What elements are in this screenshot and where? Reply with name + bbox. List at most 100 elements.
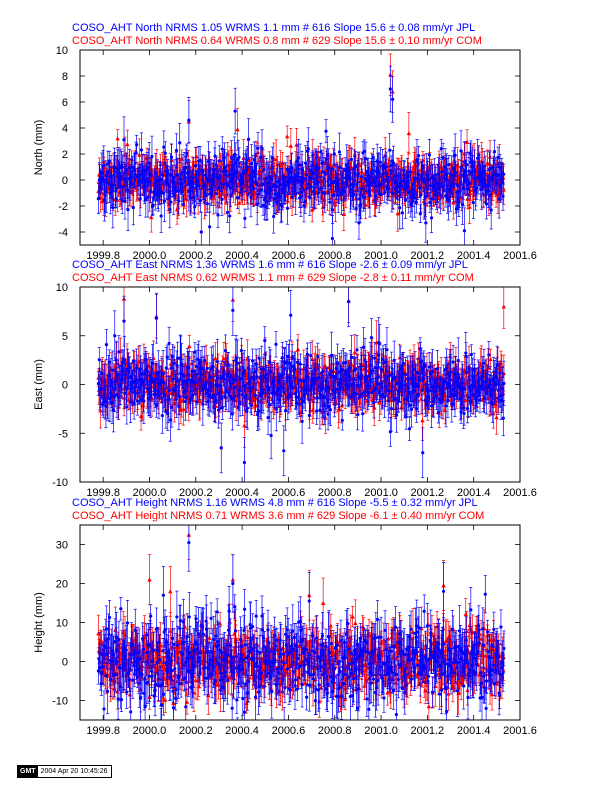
data-point [323, 171, 327, 175]
data-point [139, 148, 144, 152]
data-point [249, 195, 253, 200]
data-point [292, 176, 296, 180]
data-point [138, 179, 143, 183]
data-point [144, 179, 149, 183]
data-point [413, 196, 417, 200]
data-point [296, 156, 300, 160]
data-point [137, 152, 142, 157]
data-point [429, 216, 434, 220]
data-point [232, 152, 236, 157]
data-point [479, 187, 483, 192]
data-point [402, 173, 407, 177]
data-point [246, 137, 251, 141]
data-point [330, 208, 335, 212]
data-point [219, 189, 223, 193]
data-point [443, 165, 447, 169]
data-point [288, 143, 294, 148]
data-point [159, 214, 163, 218]
data-point [248, 173, 252, 178]
data-point [418, 212, 422, 216]
data-point [283, 180, 288, 184]
data-point [382, 178, 386, 182]
data-point [406, 174, 410, 178]
data-point [477, 153, 481, 157]
data-point [349, 187, 353, 192]
data-point [300, 168, 304, 172]
data-point [389, 163, 393, 167]
data-point [486, 189, 491, 193]
data-point [236, 200, 242, 205]
data-point [138, 197, 142, 201]
data-point [488, 193, 493, 197]
data-point [133, 172, 137, 177]
data-point [497, 173, 501, 177]
data-point [349, 157, 353, 162]
data-point [179, 177, 183, 182]
data-point [444, 172, 448, 177]
data-point [109, 174, 113, 179]
data-point [383, 190, 387, 194]
data-point [353, 171, 357, 175]
data-point [465, 163, 469, 167]
data-point [354, 206, 358, 210]
data-point [427, 178, 431, 182]
panel-title-line-1: COSO_AHT North NRMS 1.05 WRMS 1.1 mm # 6… [72, 22, 475, 34]
data-point [272, 170, 277, 175]
data-point [287, 178, 292, 183]
data-point [285, 206, 290, 210]
data-point [371, 168, 375, 172]
data-point [317, 166, 321, 170]
series-jpl [96, 65, 506, 245]
data-point [441, 156, 445, 160]
data-point [319, 186, 323, 190]
data-point [303, 161, 308, 165]
data-point [272, 196, 277, 201]
data-point [445, 177, 449, 182]
data-point [225, 210, 230, 214]
data-point [257, 192, 261, 196]
data-point [178, 141, 182, 145]
data-point [464, 139, 470, 144]
data-point [114, 189, 118, 193]
data-point [297, 179, 301, 183]
data-point [421, 164, 425, 168]
data-point [174, 148, 179, 153]
data-point [353, 164, 358, 169]
data-point [498, 165, 502, 169]
data-point [470, 187, 475, 192]
data-point [220, 147, 224, 151]
data-point [270, 156, 274, 160]
data-point [308, 196, 312, 200]
data-point [197, 184, 201, 188]
data-point [442, 189, 446, 193]
data-point [471, 165, 475, 169]
data-point [378, 160, 383, 164]
data-point [482, 164, 486, 168]
data-point [287, 190, 293, 195]
data-point [457, 200, 461, 204]
data-point [428, 200, 432, 205]
data-point [126, 188, 130, 192]
data-point [453, 153, 457, 157]
data-point [224, 169, 229, 173]
data-point [459, 165, 464, 170]
data-point [235, 127, 240, 132]
data-point [280, 204, 284, 208]
data-point [163, 151, 167, 155]
data-point [154, 185, 158, 189]
data-point [169, 155, 174, 159]
data-point [352, 192, 356, 196]
data-point [332, 193, 336, 197]
data-point [391, 191, 395, 195]
data-point [484, 202, 489, 206]
data-point [376, 169, 381, 174]
data-point [277, 179, 281, 183]
data-point [324, 129, 328, 133]
data-point [216, 213, 220, 217]
data-point [217, 159, 221, 163]
chart-panel-north: COSO_AHT North NRMS 1.05 WRMS 1.1 mm # 6… [33, 22, 537, 262]
data-point [235, 170, 239, 174]
data-point [284, 134, 290, 139]
data-point [125, 142, 130, 147]
data-point [451, 200, 456, 205]
